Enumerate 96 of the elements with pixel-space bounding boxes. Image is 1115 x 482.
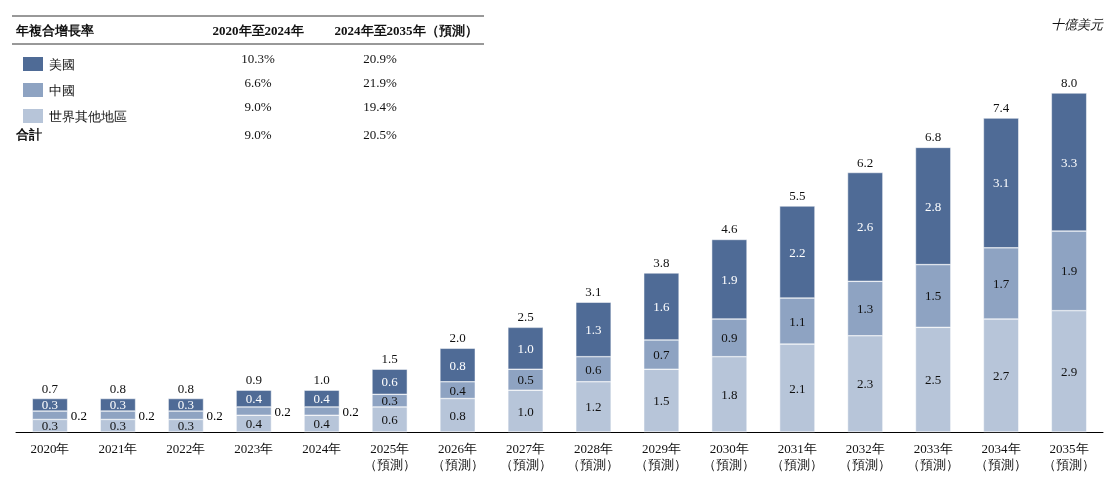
x-tick-label: 2030年（預測） bbox=[703, 440, 756, 472]
total-label: 0.9 bbox=[245, 372, 262, 388]
text: 2024年至2035年（預測） bbox=[334, 22, 478, 38]
data-label: 3.1 bbox=[992, 175, 1010, 191]
data-label: 0.2 bbox=[206, 407, 223, 423]
data-label: 3.3 bbox=[1060, 154, 1078, 170]
data-label: 0.2 bbox=[342, 403, 359, 419]
data-label: 1.9 bbox=[721, 271, 738, 287]
x-tick-label: 2021年 bbox=[98, 440, 138, 456]
data-label: 0.8 bbox=[449, 407, 466, 423]
data-label: 0.6 bbox=[381, 374, 399, 390]
x-tick-label: 2024年 bbox=[302, 440, 342, 456]
data-label: 0.2 bbox=[70, 407, 87, 423]
x-tick-label: 2022年 bbox=[166, 440, 206, 456]
total-label: 5.5 bbox=[789, 188, 806, 203]
data-label: 1.3 bbox=[857, 301, 874, 317]
data-label: 1.1 bbox=[789, 313, 806, 329]
data-label: 0.9 bbox=[721, 330, 738, 346]
x-tick-label: 2033年（預測） bbox=[907, 440, 960, 472]
data-label: 0.3 bbox=[381, 393, 398, 409]
x-tick-label: 2028年（預測） bbox=[567, 440, 620, 472]
data-label: 0.3 bbox=[41, 397, 59, 413]
total-label: 4.6 bbox=[721, 221, 738, 237]
x-tick-label: 2031年（預測） bbox=[771, 440, 824, 472]
data-label: 2.1 bbox=[789, 380, 806, 396]
data-label: 1.9 bbox=[1060, 263, 1078, 279]
total-label: 3.8 bbox=[653, 254, 670, 270]
data-label: 0.2 bbox=[138, 407, 155, 423]
data-label: 2.3 bbox=[857, 376, 874, 392]
x-tick-label: 2026年（預測） bbox=[431, 440, 484, 472]
data-label: 1.0 bbox=[517, 340, 534, 356]
data-label: 2.5 bbox=[925, 372, 942, 388]
data-label: 2.2 bbox=[789, 244, 806, 260]
legend-label: 美國 bbox=[49, 56, 75, 72]
annotation: 9.0% bbox=[244, 98, 272, 114]
total-label: 1.5 bbox=[381, 351, 398, 367]
y-axis-title: 十億美元 bbox=[1051, 17, 1104, 32]
data-label: 0.7 bbox=[653, 347, 671, 363]
data-label: 0.5 bbox=[517, 372, 534, 388]
total-label: 0.8 bbox=[109, 380, 127, 396]
total-label: 6.2 bbox=[857, 154, 874, 170]
total-label: 7.4 bbox=[992, 100, 1010, 116]
text: 6.6% bbox=[244, 74, 272, 90]
total-label: 0.8 bbox=[177, 380, 194, 396]
data-label: 1.5 bbox=[925, 288, 942, 304]
text: 年複合增長率 bbox=[15, 22, 94, 38]
data-label: 1.7 bbox=[992, 275, 1010, 291]
total-label: 3.1 bbox=[585, 284, 602, 300]
data-label: 1.3 bbox=[585, 321, 602, 337]
annotation: 9.0% bbox=[244, 126, 272, 142]
data-label: 2.8 bbox=[925, 198, 942, 214]
data-label: 0.2 bbox=[274, 403, 291, 419]
total-label: 8.0 bbox=[1060, 75, 1078, 90]
x-tick-label: 2023年 bbox=[234, 440, 274, 456]
data-label: 2.7 bbox=[992, 368, 1010, 383]
data-label: 0.4 bbox=[313, 416, 331, 432]
annotation: 合計 bbox=[15, 126, 42, 142]
text: 10.3% bbox=[241, 50, 275, 66]
data-label: 1.2 bbox=[585, 399, 602, 415]
annotation: 19.4% bbox=[363, 98, 397, 114]
data-label: 0.3 bbox=[41, 418, 59, 434]
x-tick-label: 2032年（預測） bbox=[839, 440, 892, 472]
x-tick-label: 2025年（預測） bbox=[363, 440, 416, 472]
text: 20.9% bbox=[363, 50, 397, 66]
data-label: 1.8 bbox=[721, 386, 738, 402]
x-tick-label: 2029年（預測） bbox=[635, 440, 688, 472]
legend-label: 中國 bbox=[49, 82, 75, 98]
x-tick-label: 2027年（預測） bbox=[499, 440, 552, 472]
data-label: 0.4 bbox=[313, 391, 331, 407]
x-tick-label: 2034年（預測） bbox=[975, 440, 1028, 472]
annotation: 20.5% bbox=[363, 126, 397, 142]
text: 21.9% bbox=[363, 74, 397, 90]
data-label: 0.4 bbox=[245, 416, 263, 432]
data-label: 0.6 bbox=[381, 411, 399, 427]
data-label: 1.5 bbox=[653, 393, 670, 409]
text: 2020年至2024年 bbox=[212, 22, 304, 38]
data-label: 2.9 bbox=[1060, 363, 1078, 379]
data-label: 2.6 bbox=[857, 219, 874, 235]
total-label: 2.5 bbox=[517, 309, 534, 325]
data-label: 0.4 bbox=[245, 391, 263, 407]
total-label: 2.0 bbox=[449, 330, 466, 346]
data-label: 0.3 bbox=[177, 418, 194, 434]
legend-label: 世界其他地區 bbox=[49, 108, 127, 124]
data-label: 1.6 bbox=[653, 298, 671, 314]
data-label: 0.3 bbox=[177, 397, 194, 413]
data-label: 1.0 bbox=[517, 403, 534, 419]
data-label: 0.3 bbox=[109, 418, 127, 434]
total-label: 1.0 bbox=[313, 372, 330, 388]
data-label: 0.4 bbox=[449, 382, 467, 398]
x-tick-label: 2020年 bbox=[30, 440, 70, 456]
x-tick-label: 2035年（預測） bbox=[1043, 440, 1096, 472]
total-label: 6.8 bbox=[925, 129, 942, 145]
data-label: 0.6 bbox=[585, 361, 603, 377]
data-label: 0.8 bbox=[449, 357, 466, 373]
data-label: 0.3 bbox=[109, 397, 127, 413]
total-label: 0.7 bbox=[41, 380, 59, 396]
